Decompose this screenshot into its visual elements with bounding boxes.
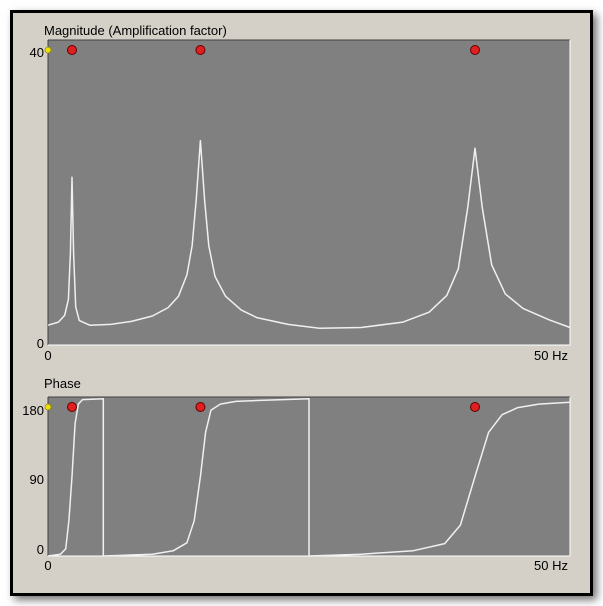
- phase-resonance-marker: [195, 402, 206, 412]
- magnitude-series-line: [47, 139, 571, 329]
- magnitude-chart-title: Magnitude (Amplification factor): [44, 23, 227, 38]
- magnitude-y-tick-label: 40: [30, 45, 44, 60]
- phase-axis-indicator-dot: [44, 403, 52, 411]
- magnitude-resonance-marker: [67, 45, 78, 55]
- magnitude-resonance-marker: [469, 45, 480, 55]
- phase-x-tick-label: 0: [44, 558, 51, 573]
- phase-y-tick-label: 90: [30, 472, 44, 487]
- phase-x-tick-label: 50 Hz: [534, 558, 568, 573]
- magnitude-y-tick-label: 0: [37, 336, 44, 351]
- phase-y-tick-label: 0: [37, 542, 44, 557]
- magnitude-plot-area: [48, 40, 570, 345]
- phase-y-tick-label: 180: [22, 403, 44, 418]
- magnitude-x-tick-label: 0: [44, 348, 51, 363]
- phase-series-line: [47, 398, 571, 557]
- phase-resonance-marker: [469, 402, 480, 412]
- magnitude-x-tick-label: 50 Hz: [534, 348, 568, 363]
- magnitude-axis-indicator-dot: [44, 46, 52, 54]
- phase-chart-title: Phase: [44, 376, 81, 391]
- phase-resonance-marker: [67, 402, 78, 412]
- magnitude-resonance-marker: [195, 45, 206, 55]
